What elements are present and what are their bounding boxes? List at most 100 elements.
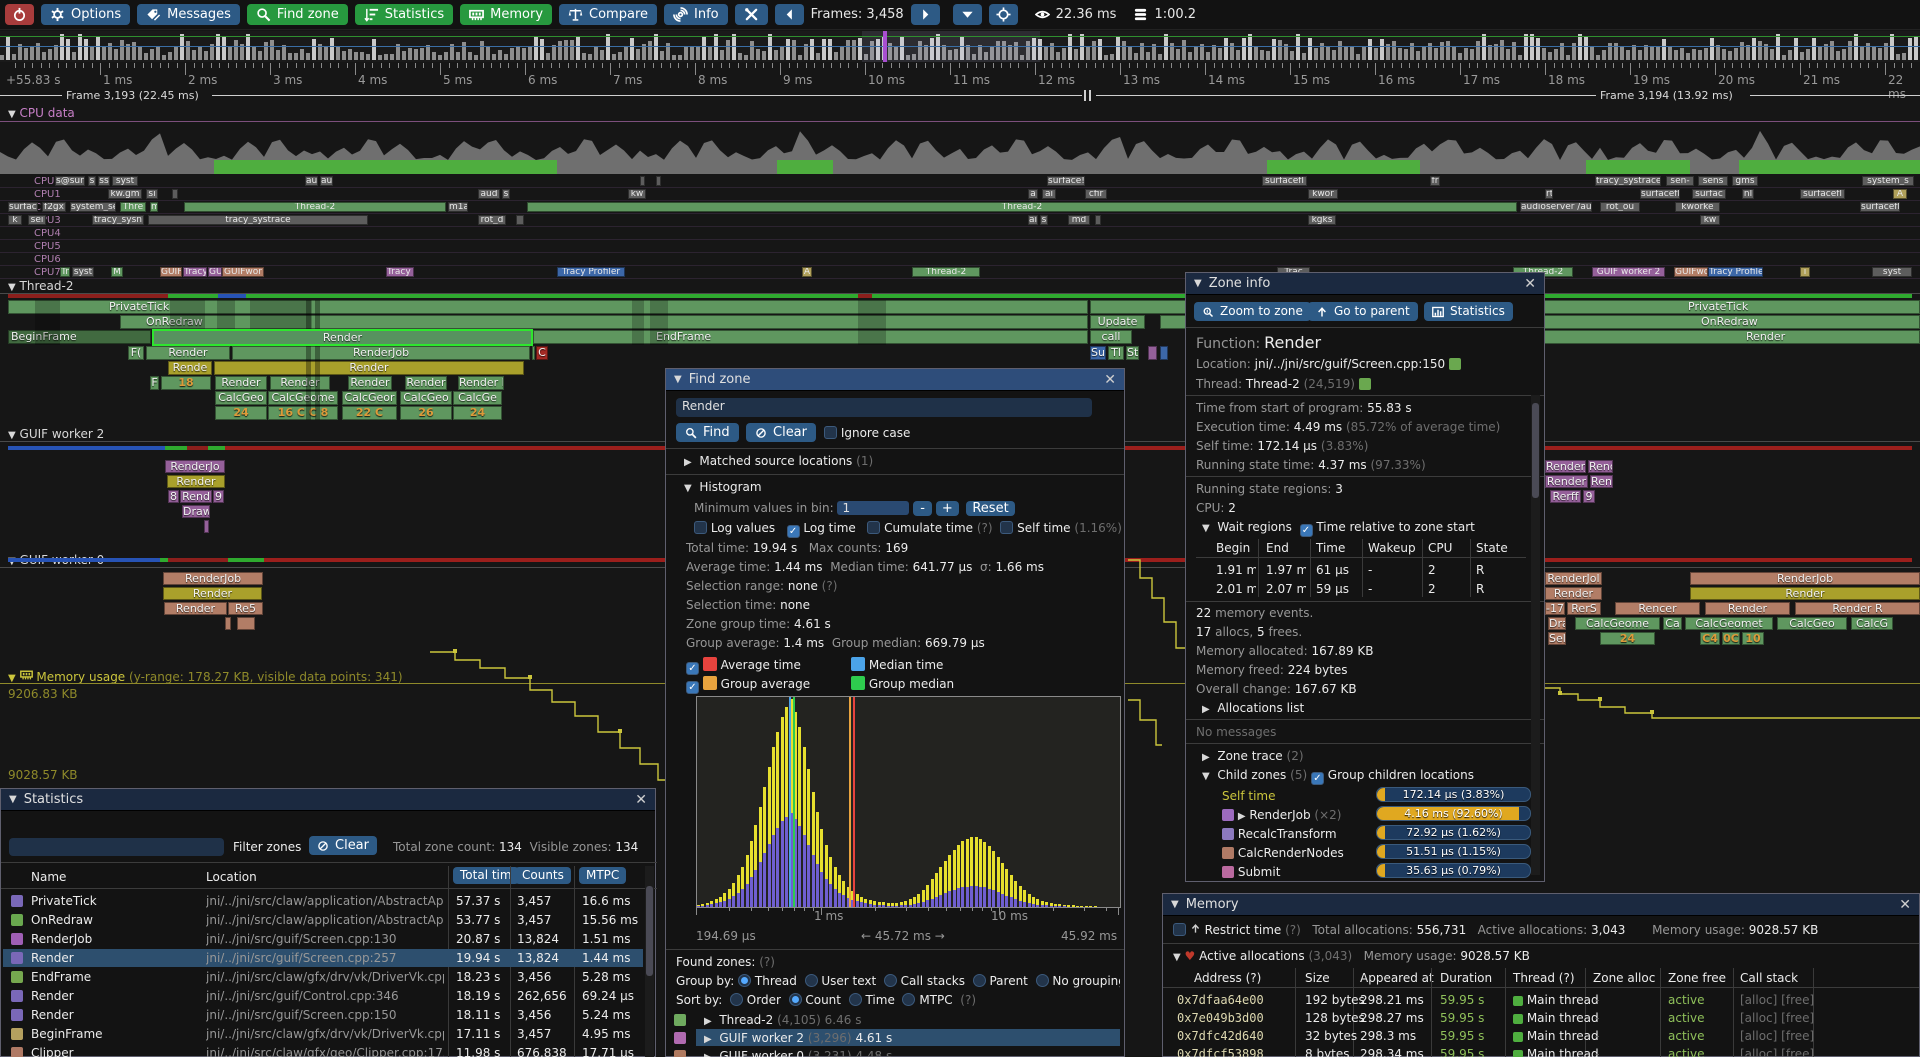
- mem-call-stack[interactable]: [alloc] [free]: [1740, 1047, 1815, 1057]
- legend-group-average[interactable]: ✓ Group average: [686, 676, 810, 694]
- wait-col-header[interactable]: CPU: [1428, 541, 1453, 555]
- wait-col-header[interactable]: Time: [1316, 541, 1346, 555]
- clear-filter-button[interactable]: Clear: [309, 836, 377, 855]
- cpu-zone[interactable]: surfacefl: [1800, 189, 1845, 199]
- cpu-zone[interactable]: sens: [1698, 176, 1728, 186]
- cpu-zone[interactable]: surfac: [1692, 189, 1726, 199]
- timeline-zone[interactable]: CalcGeor: [342, 391, 397, 405]
- thread-row[interactable]: Thread: Thread-2 (24,519): [1196, 377, 1371, 391]
- statistics-button[interactable]: Statistics: [354, 4, 454, 25]
- timeline-zone[interactable]: [225, 617, 231, 630]
- cpu-zone[interactable]: [516, 215, 524, 225]
- timeline-zone[interactable]: CalcGeo: [215, 391, 267, 405]
- child-zone-row[interactable]: CalcRenderNodes: [1222, 846, 1344, 860]
- log-time-checkbox[interactable]: ✓ Log time: [786, 521, 860, 538]
- timeline-zone[interactable]: OnRedraw: [120, 315, 1088, 329]
- histogram-toggle[interactable]: ▼ Histogram: [684, 480, 762, 494]
- timeline-zone[interactable]: Update: [1090, 315, 1145, 329]
- timeline-zone[interactable]: Rend: [1588, 460, 1613, 473]
- stat-name[interactable]: Render: [31, 989, 74, 1003]
- goto-frame-button[interactable]: [988, 4, 1018, 25]
- timeline-zone[interactable]: Dra: [1548, 617, 1566, 630]
- timeline-zone[interactable]: Sel: [1548, 632, 1566, 645]
- zone-swatch[interactable]: [11, 1008, 23, 1022]
- bin-plus-button[interactable]: +: [935, 501, 959, 516]
- cpu-zone[interactable]: [640, 176, 645, 186]
- mem-col-header[interactable]: Thread (?): [1513, 971, 1575, 985]
- legend-median-time[interactable]: Median time: [851, 657, 943, 672]
- stat-location[interactable]: jni/../jni/src/guif/Control.cpp:346: [206, 989, 399, 1003]
- timeline-zone[interactable]: Render: [1705, 602, 1790, 615]
- allocations-list-toggle[interactable]: ▶ Allocations list: [1202, 701, 1305, 715]
- child-zone-row[interactable]: ▶ RenderJob (×2): [1222, 808, 1341, 822]
- timeline-zone[interactable]: CalcGeomet: [1685, 617, 1773, 630]
- group-row[interactable]: ▶ Thread-2 (4,105) 6.46 s: [704, 1013, 862, 1027]
- timeline-zone[interactable]: 24: [1600, 632, 1655, 645]
- wait-col-header[interactable]: Begin: [1216, 541, 1251, 555]
- timeline-zone[interactable]: 26: [400, 406, 452, 420]
- cpu-zone[interactable]: syst: [1872, 267, 1912, 277]
- timeline-zone[interactable]: Rerff: [1550, 490, 1581, 503]
- collapse-icon[interactable]: ▼: [1171, 899, 1179, 910]
- find-button[interactable]: Find: [676, 423, 739, 442]
- cpu-zone[interactable]: ss: [98, 176, 110, 186]
- close-icon[interactable]: ✕: [1899, 896, 1911, 913]
- timeline-zone[interactable]: 24: [453, 406, 502, 420]
- tools-button[interactable]: [734, 4, 768, 25]
- mem-col-header[interactable]: Duration: [1440, 971, 1493, 985]
- sort-by-count[interactable]: Count: [788, 993, 841, 1007]
- cpu-zone[interactable]: Thre: [120, 202, 146, 212]
- stat-location[interactable]: jni/../jni/src/guif/Screen.cpp:130: [206, 932, 397, 946]
- child-zone-row[interactable]: RecalcTransform: [1222, 827, 1337, 841]
- find-zone-titlebar[interactable]: ▼ Find zone ✕: [666, 369, 1124, 391]
- timeline-zone[interactable]: Render: [214, 361, 524, 375]
- timeline-zone[interactable]: [204, 520, 209, 533]
- clear-button[interactable]: Clear: [746, 423, 816, 442]
- zone-swatch[interactable]: [11, 951, 23, 965]
- timeline-zone[interactable]: Ren: [1590, 475, 1613, 488]
- timeline-zone[interactable]: Render: [1545, 587, 1602, 600]
- close-icon[interactable]: ✕: [635, 791, 647, 808]
- sort-by-mtpc[interactable]: MTPC: [902, 993, 953, 1007]
- thread-header-guif-worker-2[interactable]: ▼ GUIF worker 2: [8, 427, 105, 441]
- cpu-zone[interactable]: tracy_sysn: [92, 215, 144, 225]
- child-zone-row[interactable]: Submit: [1222, 865, 1280, 879]
- timeline-zone[interactable]: Rencer: [1615, 602, 1700, 615]
- timeline-zone[interactable]: 24: [215, 406, 267, 420]
- legend-group-median[interactable]: Group median: [851, 676, 954, 691]
- timeline-zone[interactable]: St: [1126, 346, 1139, 360]
- cpu-zone[interactable]: k: [8, 215, 22, 225]
- mem-col-header[interactable]: Appeared at: [1360, 971, 1434, 985]
- timeline-zone[interactable]: RenderJ: [1545, 460, 1586, 473]
- restrict-time-checkbox[interactable]: [1173, 923, 1186, 936]
- timeline-zone[interactable]: Tl: [1108, 346, 1124, 360]
- info-button[interactable]: Info: [664, 4, 728, 25]
- cpu-zone[interactable]: aud: [478, 189, 500, 199]
- scrollbar-track[interactable]: [645, 866, 654, 1057]
- statistics-button[interactable]: Statistics: [1424, 302, 1513, 321]
- mem-address[interactable]: 0x7dfc42d640: [1177, 1029, 1264, 1043]
- group-row[interactable]: ▶ GUIF worker 2 (3,296) 4.61 s: [704, 1031, 893, 1045]
- cpu-zone[interactable]: kgks: [1308, 215, 1336, 225]
- mem-address[interactable]: 0x7dfaa64e00: [1177, 993, 1264, 1007]
- scrollbar-thumb[interactable]: [1532, 403, 1539, 498]
- timeline-zone[interactable]: Render: [270, 376, 330, 390]
- stat-name[interactable]: Render: [31, 951, 74, 965]
- timeline-zone[interactable]: Render: [215, 376, 267, 390]
- cpu-zone[interactable]: GUIFwo: [1674, 267, 1708, 277]
- cpu-zone[interactable]: kw.gm: [108, 189, 142, 199]
- cpu-zone[interactable]: surfacefl: [1262, 176, 1307, 186]
- mem-thread[interactable]: Main thread: [1513, 1029, 1599, 1043]
- timeline-zone[interactable]: Rende: [168, 361, 212, 375]
- prev-frame-button[interactable]: [774, 4, 804, 25]
- stat-location[interactable]: jni/../jni/src/claw/application/Abstract…: [206, 913, 444, 927]
- cpu-zone[interactable]: cfir: [1085, 189, 1107, 199]
- cpu-zone[interactable]: Thread-2: [912, 267, 980, 277]
- timeline-zone[interactable]: Su: [1090, 346, 1106, 360]
- timeline-zone[interactable]: RenderJol: [1545, 572, 1602, 585]
- group-swatch[interactable]: [674, 1049, 686, 1057]
- cpu-zone[interactable]: Tracy: [183, 267, 207, 277]
- zone-swatch[interactable]: [11, 1027, 23, 1041]
- wait-regions-header[interactable]: ▼ Wait regions ✓ Time relative to zone s…: [1202, 520, 1475, 537]
- next-frame-button[interactable]: [910, 4, 940, 25]
